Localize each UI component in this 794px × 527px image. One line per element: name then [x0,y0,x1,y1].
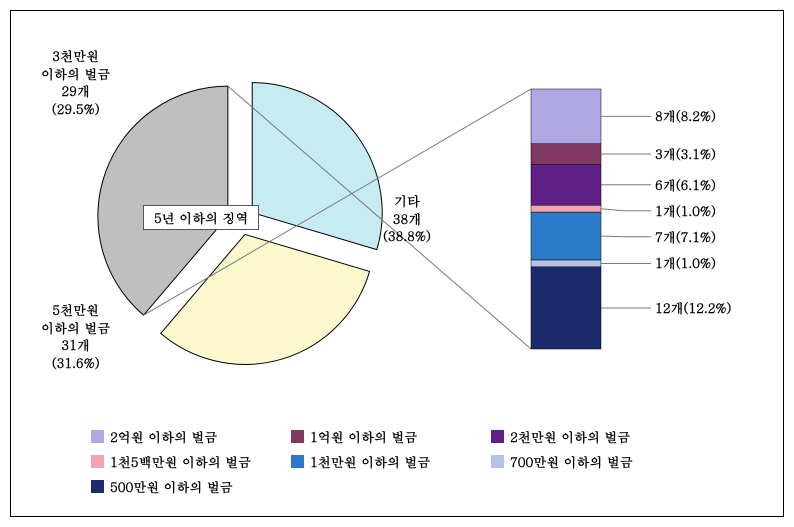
legend-swatch-5 [491,455,504,468]
bar-leader-bar_15m [601,209,651,211]
label-slice-etc-l3: (38.8%) [383,226,431,245]
bar-label-bar_100m: 3개(3.1%) [655,145,716,163]
legend-label-5: 700만원 이하의 벌금 [510,452,633,471]
bar-seg-bar_20m [531,164,601,205]
label-slice-etc-l1: 기타 [394,191,420,210]
label-slice-30m-l1: 3천만원 [52,46,99,65]
legend-swatch-0 [91,430,104,443]
label-slice-30m-l3: 29개 [61,81,90,100]
legend-swatch-3 [91,455,104,468]
bar-seg-bar_100m [531,144,601,165]
legend-label-2: 2천만원 이하의 벌금 [510,427,630,446]
legend-swatch-6 [91,480,104,493]
legend-item-1: 1억원 이하의 벌금 [291,427,491,446]
legend: 2억원 이하의 벌금 1억원 이하의 벌금 2천만원 이하의 벌금 1천5백만원 이하… [91,427,721,502]
label-slice-30m-l2: 이하의 벌금 [41,64,110,83]
bar-leader-bar_10m [601,236,651,237]
bar-label-bar_5m: 12개(12.2%) [655,299,731,317]
bar-seg-bar_15m [531,205,601,212]
legend-swatch-2 [491,430,504,443]
center-title-box: 5년 이하의 징역 [143,205,259,230]
legend-item-6: 500만원 이하의 벌금 [91,477,291,496]
legend-label-0: 2억원 이하의 벌금 [110,427,217,446]
pie-slice-slice_30m [252,83,382,250]
legend-label-1: 1억원 이하의 벌금 [310,427,417,446]
label-slice-50m-l4: (31.6%) [52,353,100,372]
label-slice-etc: 기타 38개 (38.8%) [383,192,431,245]
label-slice-30m-l4: (29.5%) [52,99,100,118]
legend-swatch-4 [291,455,304,468]
label-slice-50m-l3: 31개 [61,335,90,354]
legend-item-0: 2억원 이하의 벌금 [91,427,291,446]
legend-item-2: 2천만원 이하의 벌금 [491,427,691,446]
bar-seg-bar_10m [531,212,601,260]
legend-label-3: 1천5백만원 이하의 벌금 [110,452,251,471]
legend-swatch-1 [291,430,304,443]
label-slice-50m-l1: 5천만원 [52,300,99,319]
label-slice-50m-l2: 이하의 벌금 [41,318,110,337]
label-slice-etc-l2: 38개 [393,209,422,228]
center-title-text: 5년 이하의 징역 [154,208,248,227]
bar-seg-bar_200m [531,89,601,144]
legend-item-5: 700만원 이하의 벌금 [491,452,691,471]
bar-label-bar_10m: 7개(7.1%) [655,228,716,246]
legend-label-6: 500만원 이하의 벌금 [110,477,233,496]
bar-label-bar_15m: 1개(1.0%) [655,202,716,220]
bar-label-bar_20m: 6개(6.1%) [655,176,716,194]
bar-label-bar_200m: 8개(8.2%) [655,107,716,125]
label-slice-30m: 3천만원 이하의 벌금 29개 (29.5%) [41,47,110,117]
legend-label-4: 1천만원 이하의 벌금 [310,452,430,471]
bar-seg-bar_7m [531,260,601,267]
label-slice-50m: 5천만원 이하의 벌금 31개 (31.6%) [41,301,110,371]
chart-frame: 3천만원 이하의 벌금 29개 (29.5%) 5천만원 이하의 벌금 31개 … [10,10,784,517]
legend-item-3: 1천5백만원 이하의 벌금 [91,452,291,471]
legend-item-4: 1천만원 이하의 벌금 [291,452,491,471]
bar-seg-bar_5m [531,267,601,349]
bar-label-bar_7m: 1개(1.0%) [655,254,716,272]
